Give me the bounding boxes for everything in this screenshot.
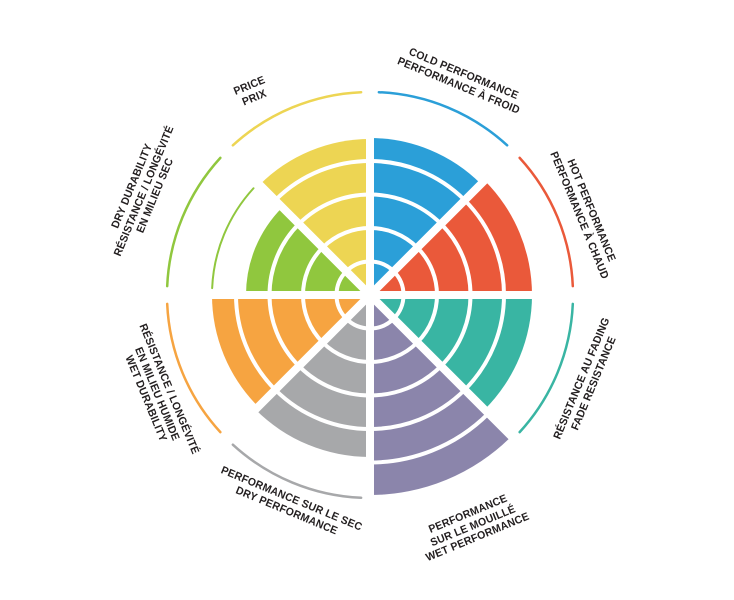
guide-arc-hot-performance xyxy=(518,156,575,288)
wedge-price xyxy=(259,139,370,295)
wedge-cold-performance xyxy=(370,138,482,295)
guide-arc-fade-resistance xyxy=(518,302,575,434)
guide-arc-price xyxy=(231,90,363,147)
guide-arc-dry-durability xyxy=(165,156,222,288)
guide-arc-cold-performance xyxy=(377,90,509,147)
guide-arc-wet-durability xyxy=(165,302,222,434)
inner-arc-dry-durability xyxy=(211,187,255,290)
wedge-dry-durability xyxy=(246,207,370,295)
sector-divider-line xyxy=(220,145,520,445)
wedge-wet-performance xyxy=(370,295,512,495)
wedge-wet-durability xyxy=(212,295,370,407)
guide-arc-dry-performance xyxy=(231,443,363,500)
